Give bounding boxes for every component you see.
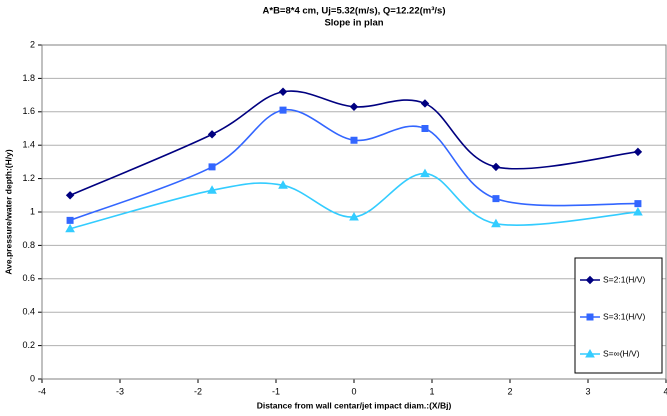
marker — [633, 206, 643, 216]
y-tick-label: 0 — [30, 373, 35, 383]
legend-marker — [585, 275, 595, 285]
marker — [278, 87, 288, 96]
marker — [349, 102, 359, 111]
marker — [65, 223, 75, 233]
legend-label: S=3:1(H/V) — [603, 311, 645, 321]
chart-subtitle: Slope in plan — [324, 18, 383, 29]
chart-title: A*B=8*4 cm, Uj=5.32(m/s), Q=12.22(m³/s) — [263, 6, 446, 17]
legend-marker — [585, 348, 595, 358]
marker — [350, 136, 358, 144]
marker — [491, 162, 501, 172]
x-tick-label: 0 — [351, 386, 356, 396]
y-tick-label: 1 — [30, 206, 35, 216]
y-tick-label: 0.2 — [22, 340, 35, 350]
marker — [349, 212, 359, 221]
legend: S=2:1(H/V) S=3:1(H/V) S=∞(H/V) — [574, 257, 663, 374]
x-axis-label: Distance from wall centar/jet impact dia… — [257, 400, 452, 410]
x-tick-label: -2 — [194, 386, 202, 396]
y-tick-label: 1.4 — [22, 140, 35, 150]
marker — [420, 168, 430, 178]
x-tick-label: 1 — [429, 386, 434, 396]
y-tick-label: 0.6 — [22, 273, 35, 283]
marker — [207, 130, 217, 139]
y-tick-label: 0.8 — [22, 240, 35, 250]
y-tick-label: 0.4 — [22, 307, 35, 317]
marker — [633, 147, 643, 157]
marker — [491, 218, 501, 228]
x-tick-label: -1 — [272, 386, 280, 396]
legend-label: S=∞(H/V) — [603, 348, 640, 358]
marker — [492, 195, 500, 203]
marker — [421, 125, 429, 132]
series-line — [69, 109, 638, 222]
marker — [278, 180, 288, 189]
legend-marker — [586, 313, 594, 321]
y-tick-label: 1.6 — [22, 106, 35, 116]
legend-label: S=2:1(H/V) — [603, 274, 645, 284]
marker — [208, 163, 216, 171]
marker — [634, 200, 642, 208]
x-tick-label: 4 — [663, 386, 667, 396]
y-axis-label: Ave.pressure/water depth:(H/y) — [3, 149, 13, 274]
y-tick-label: 2 — [30, 39, 35, 49]
marker — [279, 106, 287, 114]
marker — [207, 185, 217, 194]
y-tick-label: 1.8 — [22, 73, 35, 83]
x-tick-label: 2 — [507, 386, 512, 396]
marker — [66, 216, 74, 224]
marker — [420, 99, 430, 108]
x-tick-label: -4 — [38, 386, 46, 396]
x-tick-label: 3 — [585, 386, 590, 396]
marker — [65, 191, 75, 200]
plot-border — [41, 44, 667, 380]
x-tick-label: -3 — [116, 386, 124, 396]
y-tick-label: 1.2 — [22, 173, 35, 183]
